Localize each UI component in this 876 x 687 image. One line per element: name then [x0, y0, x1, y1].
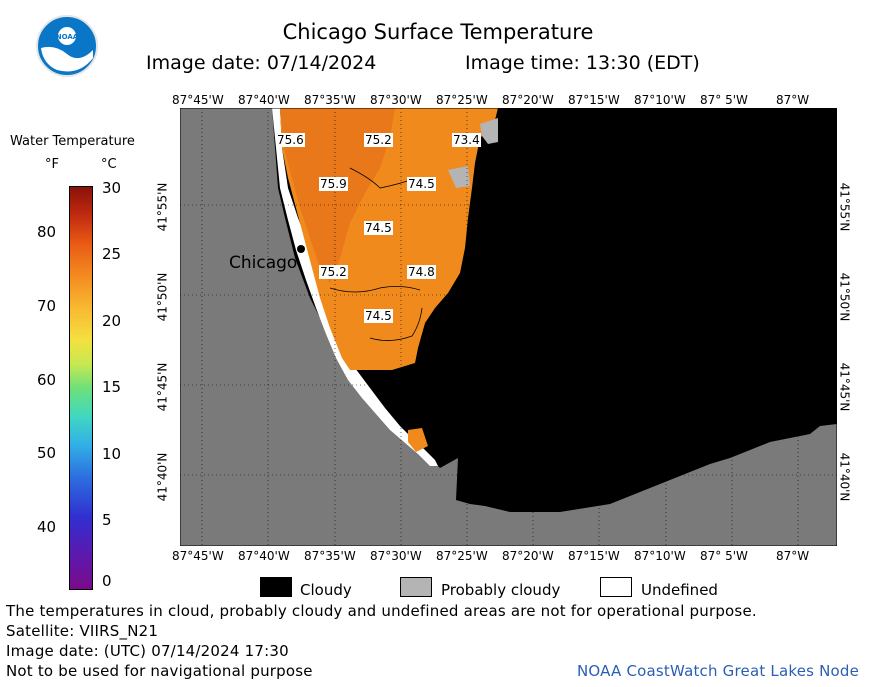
- utc-date-text: Image date: (UTC) 07/14/2024 17:30: [6, 642, 289, 660]
- temp-label: 74.5: [364, 221, 393, 235]
- warmer-water: [280, 108, 395, 283]
- map-grid: [180, 108, 837, 546]
- lon-label-bottom: 87°20'W: [502, 549, 554, 563]
- cloudy-label: Cloudy: [300, 581, 352, 599]
- warm-water-south: [408, 428, 428, 452]
- lat-label-left: 41°50'N: [155, 272, 170, 322]
- temp-label: 74.5: [364, 309, 393, 323]
- lon-label-bottom: 87°10'W: [634, 549, 686, 563]
- temp-label: 73.4: [452, 133, 481, 147]
- probably-cloudy-patch: [448, 166, 470, 188]
- f-tick: 70: [37, 297, 57, 315]
- undefined-swatch: [600, 577, 632, 597]
- c-tick: 5: [102, 511, 112, 529]
- c-tick: 20: [102, 312, 122, 330]
- lat-label-right: 41°50'N: [837, 272, 852, 322]
- lon-label-top: 87°15'W: [568, 93, 620, 107]
- isotherm-line: [329, 167, 423, 341]
- c-tick: 10: [102, 445, 122, 463]
- lon-label-top: 87°30'W: [370, 93, 422, 107]
- temperature-map: [180, 108, 837, 546]
- f-tick: 50: [37, 444, 57, 462]
- lon-label-bottom: 87°15'W: [568, 549, 620, 563]
- lat-label-right: 41°55'N: [837, 182, 852, 232]
- temp-label: 75.6: [276, 133, 305, 147]
- city-label-chicago: Chicago: [229, 253, 298, 273]
- c-tick: 30: [102, 179, 122, 197]
- unit-fahrenheit: °F: [45, 157, 59, 172]
- unit-celsius: °C: [101, 157, 117, 172]
- image-date: Image date: 07/14/2024: [146, 52, 377, 74]
- noaa-logo: NOAA: [36, 15, 98, 77]
- disclaimer-text: The temperatures in cloud, probably clou…: [6, 602, 757, 620]
- legend-title: Water Temperature: [10, 134, 135, 149]
- lon-label-top: 87°35'W: [304, 93, 356, 107]
- lon-label-bottom: 87°45'W: [172, 549, 224, 563]
- lon-label-bottom: 87°W: [776, 549, 810, 563]
- lon-label-top: 87°W: [776, 93, 810, 107]
- navigation-warning: Not to be used for navigational purpose: [6, 662, 313, 680]
- temperature-colorbar: [69, 186, 93, 590]
- lat-label-left: 41°55'N: [155, 182, 170, 232]
- lon-label-bottom: 87° 5'W: [700, 549, 748, 563]
- cloudy-swatch: [260, 577, 292, 597]
- probably-cloudy-label: Probably cloudy: [441, 581, 561, 599]
- lon-label-top: 87°10'W: [634, 93, 686, 107]
- satellite-text: Satellite: VIIRS_N21: [6, 622, 159, 640]
- svg-text:NOAA: NOAA: [56, 33, 79, 41]
- lon-label-top: 87° 5'W: [700, 93, 748, 107]
- c-tick: 25: [102, 245, 122, 263]
- lon-label-bottom: 87°35'W: [304, 549, 356, 563]
- undefined-label: Undefined: [641, 581, 718, 599]
- lon-label-bottom: 87°30'W: [370, 549, 422, 563]
- map-title: Chicago Surface Temperature: [282, 20, 594, 44]
- lon-label-top: 87°20'W: [502, 93, 554, 107]
- c-tick: 15: [102, 378, 122, 396]
- temp-label: 74.8: [407, 265, 436, 279]
- lat-label-right: 41°40'N: [837, 452, 852, 502]
- lon-label-top: 87°25'W: [436, 93, 488, 107]
- temp-label: 75.2: [319, 265, 348, 279]
- chicago-marker: [297, 245, 305, 253]
- image-time: Image time: 13:30 (EDT): [465, 52, 700, 74]
- lat-label-left: 41°45'N: [155, 362, 170, 412]
- lon-label-bottom: 87°40'W: [238, 549, 290, 563]
- temp-label: 75.9: [319, 177, 348, 191]
- probably-cloudy-patch: [480, 118, 498, 144]
- lon-label-bottom: 87°25'W: [436, 549, 488, 563]
- temp-label: 75.2: [364, 133, 393, 147]
- f-tick: 60: [37, 371, 57, 389]
- lat-label-left: 41°40'N: [155, 452, 170, 502]
- credit-text: NOAA CoastWatch Great Lakes Node: [577, 662, 860, 680]
- temp-label: 74.5: [407, 177, 436, 191]
- lon-label-top: 87°40'W: [238, 93, 290, 107]
- lon-label-top: 87°45'W: [172, 93, 224, 107]
- f-tick: 40: [37, 518, 57, 536]
- c-tick: 0: [102, 572, 112, 590]
- lat-label-right: 41°45'N: [837, 362, 852, 412]
- probably-cloudy-swatch: [400, 577, 432, 597]
- f-tick: 80: [37, 223, 57, 241]
